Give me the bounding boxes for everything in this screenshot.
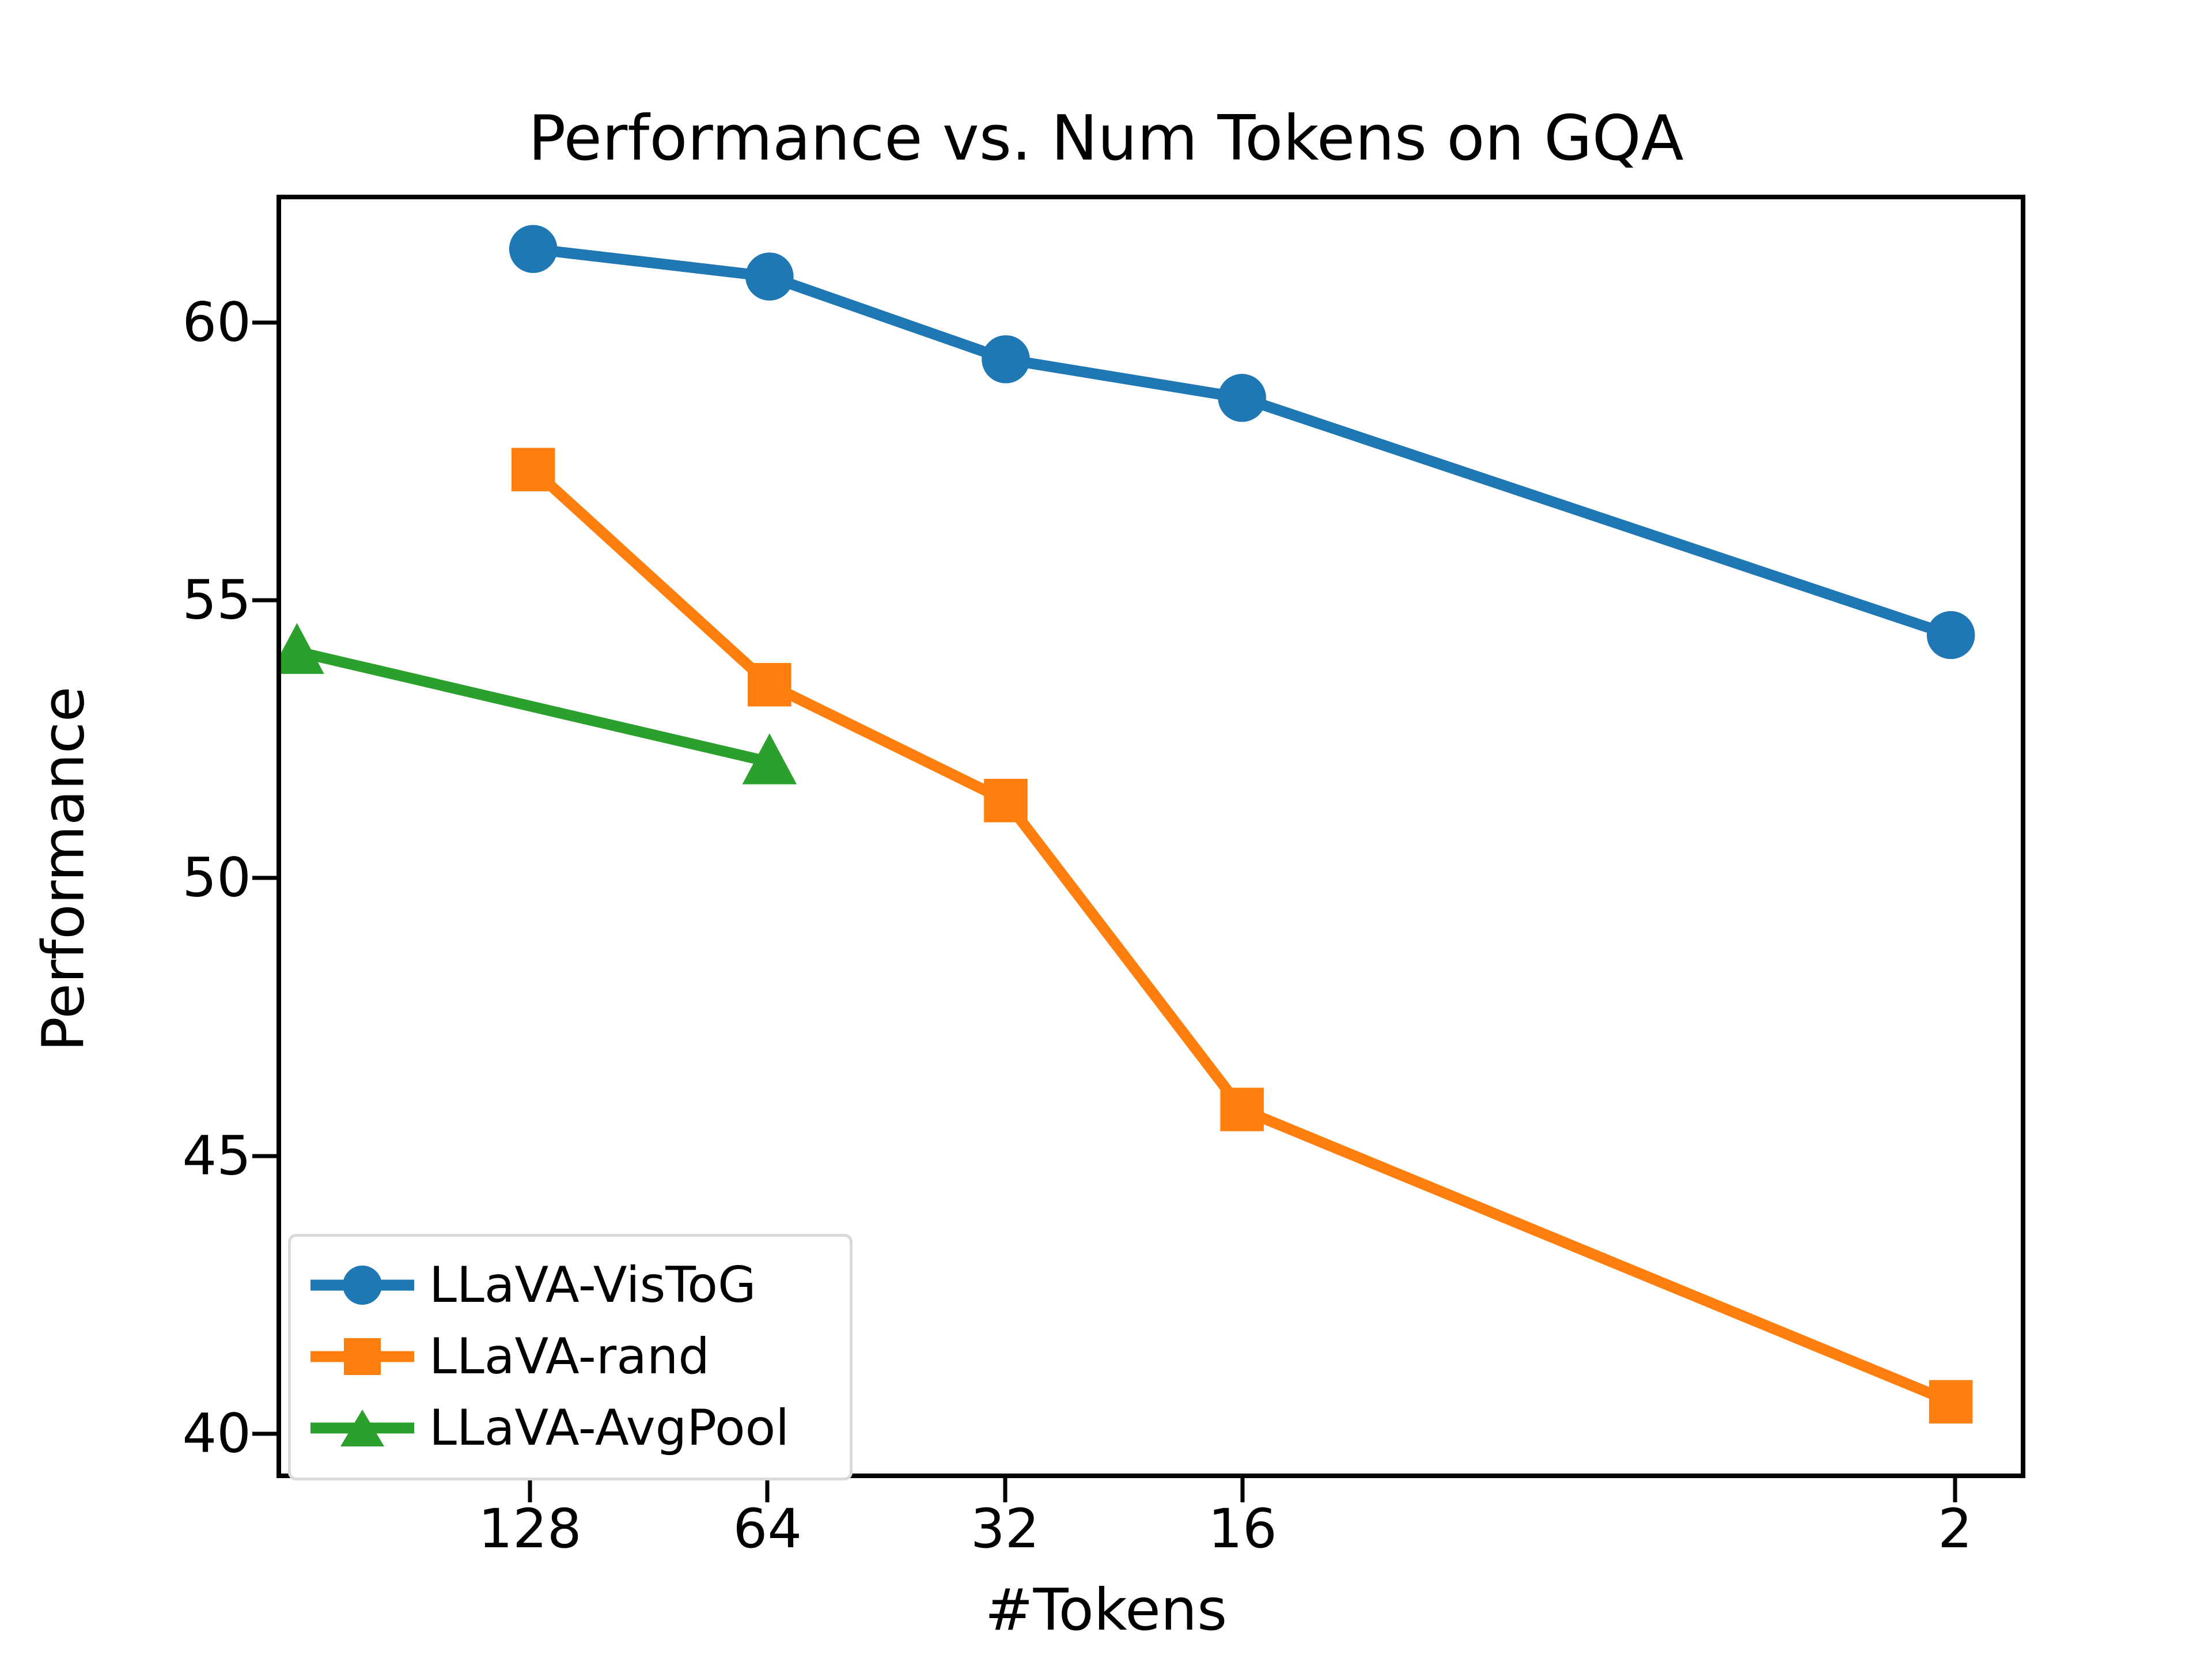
x-tick-mark bbox=[528, 1478, 532, 1502]
data-point-marker bbox=[1926, 611, 1975, 660]
y-tick-label: 45 bbox=[182, 1124, 251, 1188]
series-llava-vistog bbox=[509, 225, 1975, 660]
plot-series-svg bbox=[281, 225, 1975, 1424]
data-point-marker bbox=[742, 733, 797, 785]
legend-label: LLaVA-AvgPool bbox=[429, 1399, 790, 1457]
x-tick-label: 2 bbox=[1938, 1498, 1972, 1560]
legend-item[interactable]: LLaVA-rand bbox=[306, 1321, 835, 1392]
x-axis-label: #Tokens bbox=[984, 1576, 1228, 1643]
series-llava-rand bbox=[511, 448, 1973, 1424]
data-point-marker bbox=[984, 779, 1028, 823]
series-line bbox=[291, 646, 775, 768]
legend-swatch bbox=[306, 1396, 419, 1460]
legend-label: LLaVA-rand bbox=[429, 1328, 710, 1385]
x-tick-label: 32 bbox=[970, 1498, 1040, 1560]
legend-marker-triangle-icon bbox=[340, 1410, 384, 1446]
series-llava-avgpool bbox=[281, 623, 797, 785]
data-point-marker bbox=[748, 662, 791, 707]
x-tick-mark bbox=[765, 1478, 770, 1502]
legend-swatch bbox=[306, 1253, 419, 1317]
y-tick-mark bbox=[252, 320, 276, 325]
y-tick-label: 55 bbox=[182, 569, 251, 632]
legend-swatch bbox=[306, 1325, 419, 1388]
data-point-marker bbox=[281, 623, 324, 674]
data-point-marker bbox=[1929, 1380, 1973, 1424]
y-tick-mark bbox=[252, 876, 276, 880]
data-point-marker bbox=[511, 448, 555, 491]
series-line bbox=[528, 243, 1957, 641]
x-tick-label: 16 bbox=[1208, 1498, 1277, 1560]
data-point-marker bbox=[1218, 374, 1266, 422]
legend-item[interactable]: LLaVA-VisToG bbox=[306, 1249, 835, 1321]
data-point-marker bbox=[982, 335, 1030, 384]
y-tick-mark bbox=[252, 1154, 276, 1158]
legend-marker-square-icon bbox=[344, 1338, 381, 1375]
chart-legend: LLaVA-VisToG LLaVA-rand LLaVA-AvgPool bbox=[288, 1234, 853, 1480]
legend-item[interactable]: LLaVA-AvgPool bbox=[306, 1392, 835, 1464]
data-point-marker bbox=[745, 252, 794, 301]
x-tick-mark bbox=[1240, 1478, 1245, 1502]
x-tick-mark bbox=[1003, 1478, 1007, 1502]
x-tick-label: 64 bbox=[733, 1498, 802, 1560]
y-tick-label: 60 bbox=[182, 291, 251, 354]
y-tick-mark bbox=[252, 598, 276, 603]
x-tick-mark bbox=[1953, 1478, 1957, 1502]
chart-title: Performance vs. Num Tokens on GQA bbox=[528, 103, 1684, 175]
legend-marker-circle-icon bbox=[343, 1266, 382, 1305]
y-tick-label: 40 bbox=[182, 1402, 251, 1465]
y-tick-label: 50 bbox=[182, 846, 251, 910]
y-tick-mark bbox=[252, 1431, 276, 1436]
data-point-marker bbox=[509, 225, 558, 273]
plot-area bbox=[276, 195, 2025, 1478]
data-point-marker bbox=[1220, 1088, 1264, 1131]
legend-label: LLaVA-VisToG bbox=[429, 1256, 756, 1314]
x-tick-label: 128 bbox=[478, 1498, 582, 1560]
